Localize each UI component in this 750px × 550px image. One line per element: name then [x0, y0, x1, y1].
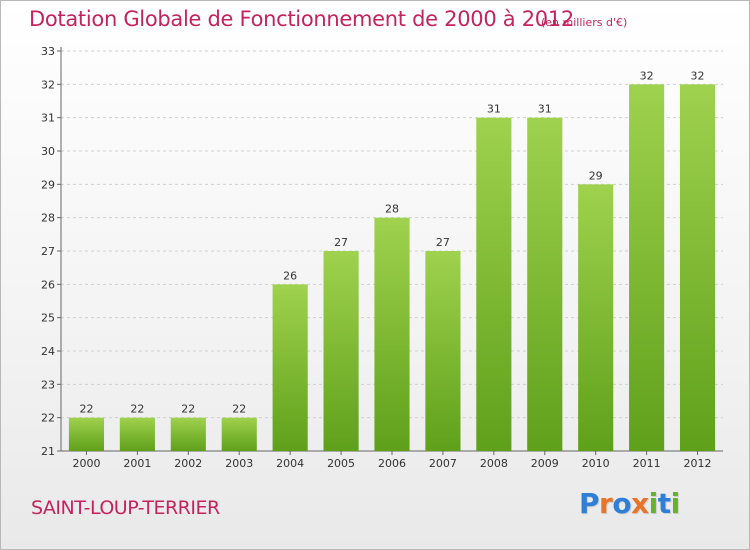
bar: [323, 251, 359, 451]
bar-value-label: 31: [538, 103, 552, 116]
bar-value-label: 31: [487, 103, 501, 116]
logo-letter: o: [612, 487, 632, 520]
y-tick-label: 21: [41, 445, 55, 458]
logo-letter: x: [631, 487, 649, 520]
y-tick-label: 23: [41, 378, 55, 391]
x-tick-label: 2009: [531, 457, 559, 470]
bar-value-label: 32: [691, 69, 705, 82]
bar: [221, 417, 257, 451]
x-tick-label: 2008: [480, 457, 508, 470]
logo-letter: i: [648, 487, 659, 520]
chart-subtitle: (en milliers d'€): [541, 16, 628, 29]
y-tick-label: 29: [41, 178, 55, 191]
y-tick-label: 22: [41, 412, 55, 425]
bar: [374, 217, 410, 451]
bar: [119, 417, 155, 451]
bar: [425, 251, 461, 451]
x-tick-label: 2012: [684, 457, 712, 470]
x-tick-label: 2010: [582, 457, 610, 470]
x-tick-label: 2002: [174, 457, 202, 470]
bar: [629, 84, 665, 451]
y-tick-label: 30: [41, 145, 55, 158]
y-tick-label: 32: [41, 78, 55, 91]
y-tick-label: 24: [41, 345, 55, 358]
y-tick-label: 26: [41, 278, 55, 291]
bar-value-label: 22: [181, 403, 195, 416]
logo-letter: P: [579, 487, 600, 520]
bar: [272, 284, 308, 451]
bar-value-label: 28: [385, 203, 399, 216]
bar: [170, 417, 206, 451]
x-tick-label: 2005: [327, 457, 355, 470]
logo-letter: r: [599, 487, 613, 520]
x-tick-label: 2011: [633, 457, 661, 470]
proxiti-logo: Proxiti: [579, 487, 680, 520]
x-tick-label: 2007: [429, 457, 457, 470]
logo-letter: t: [657, 487, 671, 520]
bar-value-label: 27: [334, 236, 348, 249]
bar-value-label: 29: [589, 169, 603, 182]
bar-value-label: 22: [79, 403, 93, 416]
bar-value-label: 32: [640, 69, 654, 82]
bar: [476, 117, 512, 452]
x-tick-label: 2004: [276, 457, 304, 470]
bar: [527, 117, 563, 452]
bar-value-label: 22: [232, 403, 246, 416]
bar: [578, 184, 614, 452]
bar-value-label: 22: [130, 403, 144, 416]
y-tick-label: 28: [41, 212, 55, 225]
commune-name: SAINT-LOUP-TERRIER: [31, 497, 220, 519]
y-tick-label: 25: [41, 312, 55, 325]
x-tick-label: 2001: [123, 457, 151, 470]
bar-value-label: 26: [283, 269, 297, 282]
bar: [68, 417, 105, 451]
labels: 21 22 23 24 25 26 27 28 29 30 31 32 33 22 2000 22 2001 22…: [41, 45, 712, 470]
y-tick-label: 27: [41, 245, 55, 258]
bar: [679, 84, 716, 451]
bar-value-label: 27: [436, 236, 450, 249]
logo-letter: i: [670, 487, 681, 520]
x-tick-label: 2003: [225, 457, 253, 470]
x-tick-label: 2000: [72, 457, 100, 470]
y-tick-label: 33: [41, 45, 55, 58]
chart-title: Dotation Globale de Fonctionnement de 20…: [29, 7, 574, 31]
x-tick-label: 2006: [378, 457, 406, 470]
y-tick-label: 31: [41, 112, 55, 125]
bars: [68, 84, 716, 452]
